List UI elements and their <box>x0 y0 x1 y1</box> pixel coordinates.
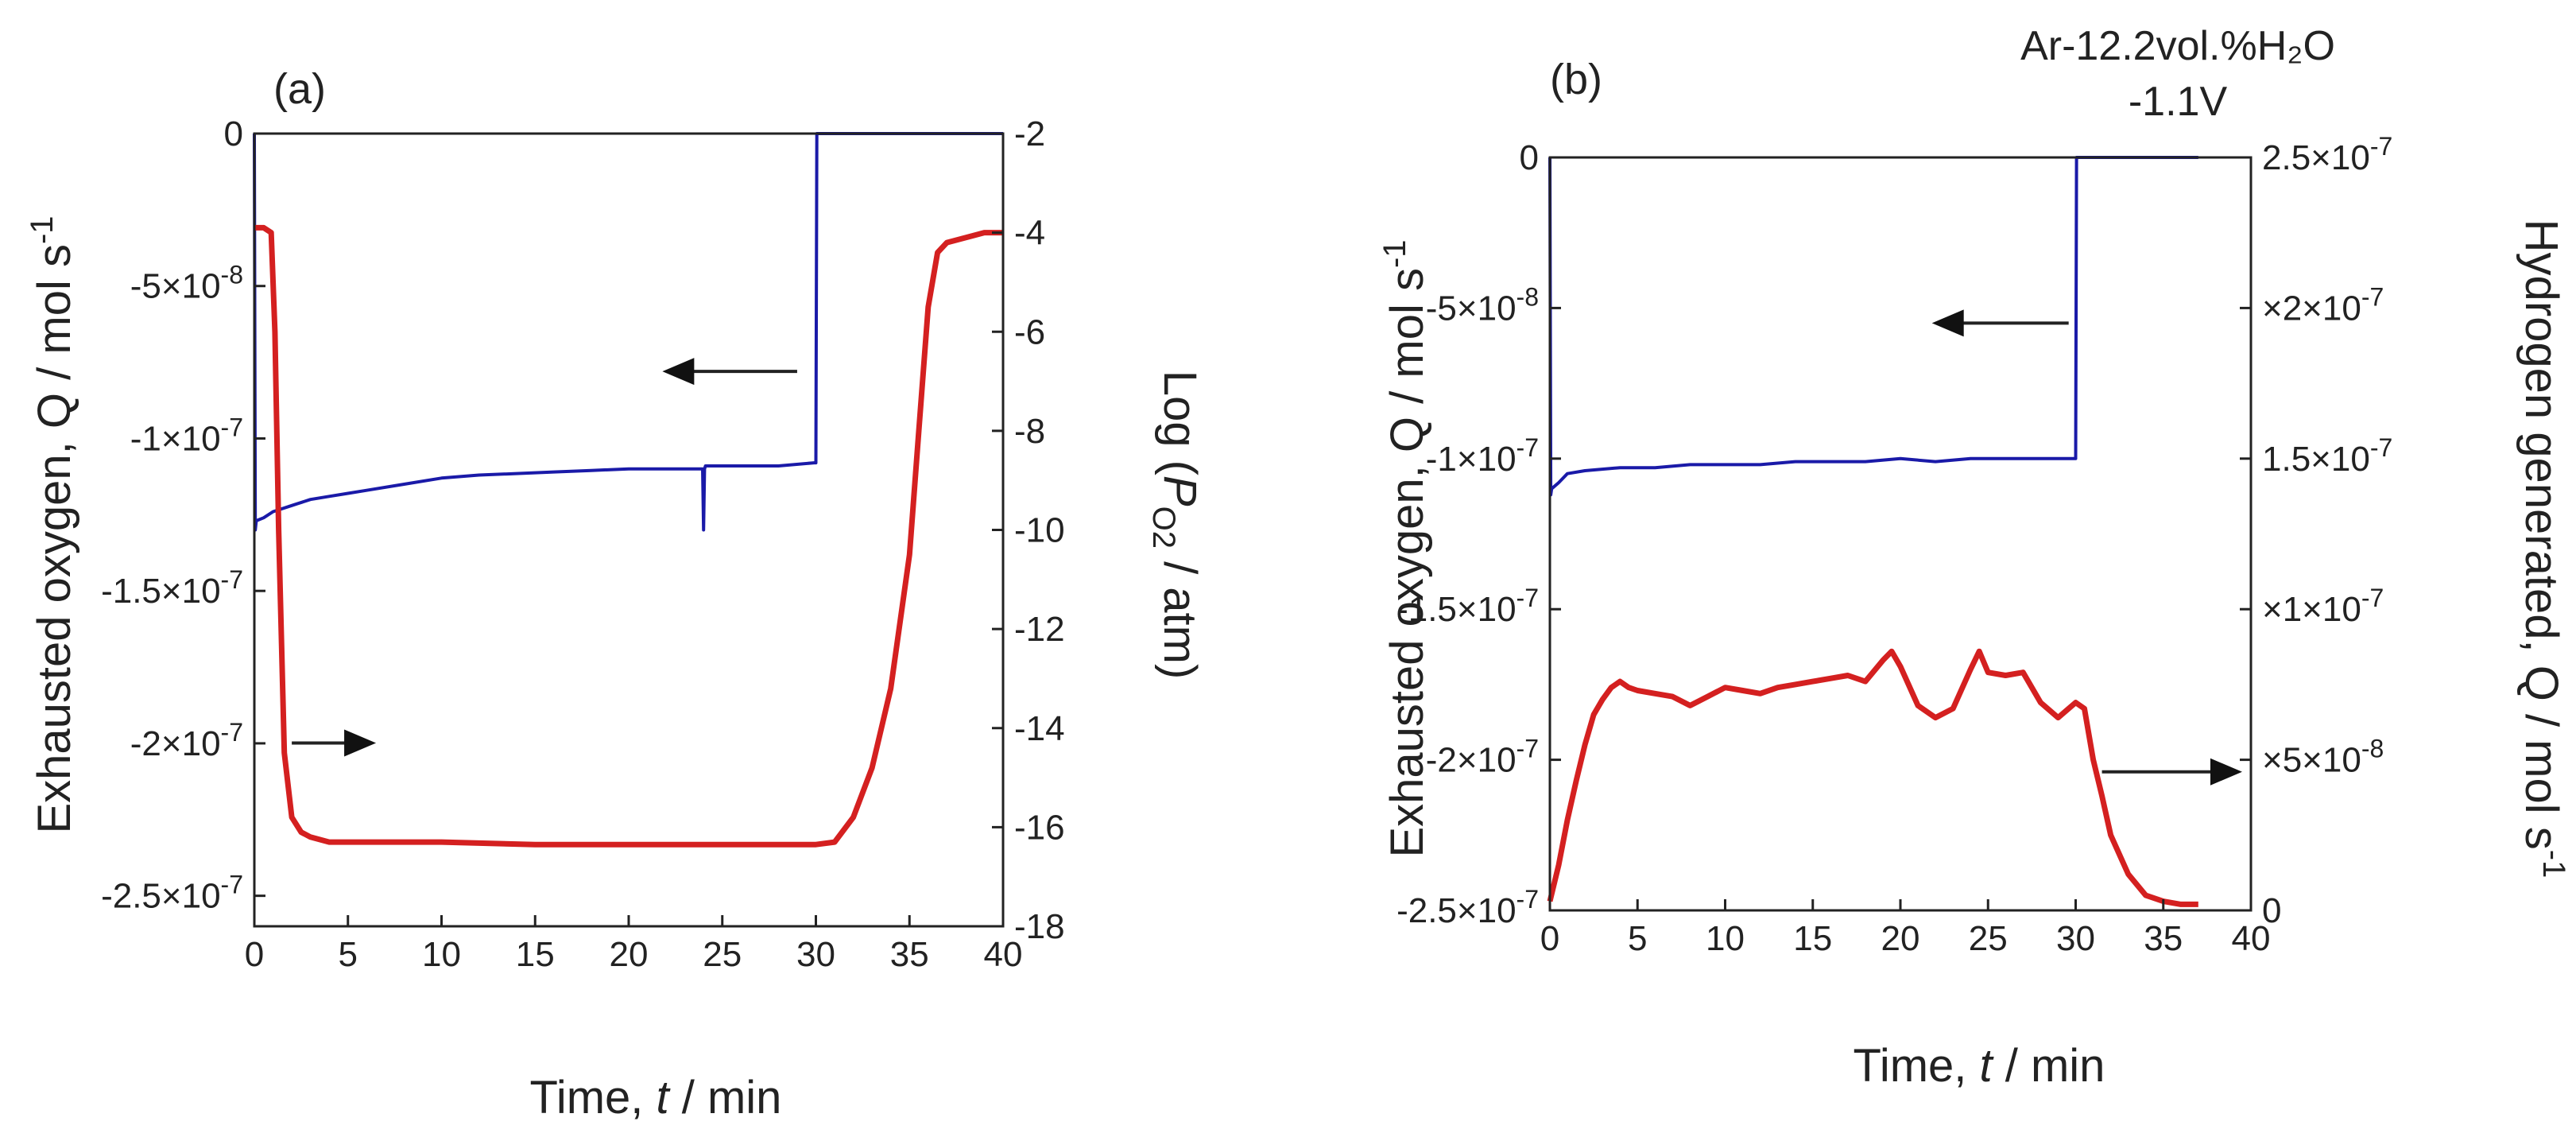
x-tick-label: 15 <box>1793 919 1832 958</box>
x-tick-label: 15 <box>516 935 555 974</box>
x-tick-label: 35 <box>2144 919 2183 958</box>
y-right-tick-label: 2.5×10-7 <box>2262 132 2392 177</box>
y-right-tick-label: 1.5×10-7 <box>2262 433 2392 479</box>
arrow-right <box>2101 758 2242 786</box>
x-tick-label: 25 <box>1969 919 2008 958</box>
series-line-oxygen <box>253 132 1003 532</box>
panel-b-title-line-2: -1.1V <box>2129 79 2228 125</box>
y-right-tick-label: ×5×10-8 <box>2262 735 2384 780</box>
y-left-tick-label: -2.5×10-7 <box>101 871 243 916</box>
y-right-tick-label: -14 <box>1014 709 1065 748</box>
y-left-tick-label: 0 <box>1520 138 1539 177</box>
x-tick-label: 20 <box>1881 919 1920 958</box>
y-right-tick-label: -4 <box>1014 214 1045 253</box>
x-tick-label: 0 <box>245 935 264 974</box>
y-right-tick-label: -10 <box>1014 511 1065 550</box>
x-tick-label: 40 <box>2232 919 2271 958</box>
y-right-tick-label: -12 <box>1014 610 1065 649</box>
y-left-tick-label: -2×10-7 <box>130 718 243 763</box>
panel-b-title-line-1: Ar-12.2vol.%H₂O <box>2020 23 2335 69</box>
y-left-axis-ticks-b: 0 -5×10-8 -1×10-7 -1.5×10-7 -2×10-7 -2.5×10-7 <box>1396 138 1561 930</box>
y-left-axis-label-b: Exhausted oxygen, Q / mol s-1 <box>1377 239 1433 857</box>
panel-b-arrows <box>1931 309 2242 786</box>
y-left-tick-label: -5×10-8 <box>1426 282 1539 328</box>
y-right-tick-label: ×2×10-7 <box>2262 282 2384 328</box>
x-tick-label: 5 <box>1628 919 1647 958</box>
panel-a: (a) 0 5 10 15 20 25 30 35 40 0 -5×10-8 -1×10-7 -1.5… <box>25 65 1206 1123</box>
series-line-oxygen <box>1548 156 2198 497</box>
series-line-right-axis <box>1547 648 2198 907</box>
panel-b: (b) Ar-12.2vol.%H₂O -1.1V 0 5 10 15 20 25 30 35… <box>1377 23 2571 1092</box>
x-tick-label: 35 <box>890 935 929 974</box>
x-axis-label-b: Time, t / min <box>1854 1040 2105 1092</box>
x-tick-label: 30 <box>796 935 835 974</box>
y-right-axis-ticks-a: -2 -4 -6 -8 -10 -12 -14 -16 -18 <box>992 114 1065 946</box>
panel-b-series <box>1547 156 2198 907</box>
y-left-tick-label: -2×10-7 <box>1426 735 1539 780</box>
y-right-axis-ticks-b: 2.5×10-7 ×2×10-7 1.5×10-7 ×1×10-7 ×5×10-8 0 <box>2240 132 2392 930</box>
panel-a-arrows <box>292 358 797 757</box>
y-right-tick-label: 0 <box>2262 891 2281 930</box>
x-tick-label: 10 <box>1706 919 1745 958</box>
x-tick-label: 30 <box>2056 919 2095 958</box>
panel-a-series <box>253 132 1003 848</box>
y-right-tick-label: -16 <box>1014 808 1065 847</box>
y-left-tick-label: -1.5×10-7 <box>1396 584 1539 629</box>
y-right-axis-label-a: Log (PO2 / atm) <box>1146 371 1206 680</box>
x-tick-label: 40 <box>984 935 1023 974</box>
y-left-tick-label: -1.5×10-7 <box>101 565 243 611</box>
x-tick-label: 5 <box>339 935 358 974</box>
y-left-tick-label: -5×10-8 <box>130 261 243 306</box>
y-left-tick-label: -1×10-7 <box>1426 433 1539 479</box>
y-right-axis-label-b: Hydrogen generated, Q / mol s-1 <box>2516 219 2571 879</box>
y-right-tick-label: -6 <box>1014 312 1045 351</box>
y-left-axis-label-a: Exhausted oxygen, Q / mol s-1 <box>25 215 80 833</box>
x-tick-label: 10 <box>422 935 461 974</box>
y-left-axis-ticks-a: 0 -5×10-8 -1×10-7 -1.5×10-7 -2×10-7 -2.5×10-7 <box>101 114 265 916</box>
y-left-tick-label: 0 <box>224 114 243 153</box>
y-right-tick-label: -18 <box>1014 907 1065 946</box>
arrow-left <box>1931 309 2069 337</box>
y-left-tick-label: -1×10-7 <box>130 413 243 458</box>
y-left-tick-label: -2.5×10-7 <box>1396 885 1539 930</box>
x-axis-label-a: Time, t / min <box>530 1072 782 1123</box>
x-axis-ticks-a: 0 5 10 15 20 25 30 35 40 <box>245 915 1023 974</box>
x-axis-ticks-b: 0 5 10 15 20 25 30 35 40 <box>1540 899 2271 958</box>
series-line-right-axis <box>254 224 1003 848</box>
x-tick-label: 0 <box>1540 919 1559 958</box>
arrow-right <box>292 729 377 757</box>
x-tick-label: 20 <box>610 935 649 974</box>
panel-label-b: (b) <box>1550 56 1602 103</box>
y-right-tick-label: -2 <box>1014 114 1045 153</box>
panel-label-a: (a) <box>273 65 326 113</box>
y-right-tick-label: ×1×10-7 <box>2262 584 2384 629</box>
arrow-left <box>662 358 797 386</box>
y-right-tick-label: -8 <box>1014 412 1045 451</box>
x-tick-label: 25 <box>703 935 742 974</box>
